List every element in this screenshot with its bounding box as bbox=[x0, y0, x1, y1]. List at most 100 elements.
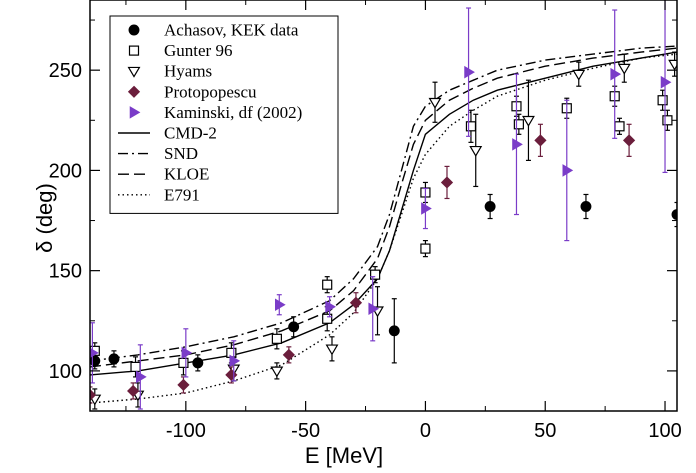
point-gunter-96 bbox=[420, 239, 431, 258]
marker-hyams bbox=[270, 366, 284, 378]
marker-gunter-96 bbox=[657, 95, 668, 106]
point-kaminski-df-2002 bbox=[421, 187, 432, 230]
point-protopopescu bbox=[177, 376, 190, 394]
legend-label: Gunter 96 bbox=[164, 41, 232, 60]
marker-gunter-96 bbox=[322, 279, 333, 290]
legend-item-kaminski-df-2002: Kaminski, df (2002) bbox=[129, 103, 302, 122]
point-achasov-kek-data bbox=[288, 316, 300, 338]
point-gunter-96 bbox=[465, 109, 477, 143]
marker-gunter-96 bbox=[370, 269, 381, 280]
marker-hyams bbox=[572, 69, 586, 81]
point-kaminski-df-2002 bbox=[181, 328, 193, 378]
plot-frame bbox=[89, 0, 678, 412]
legend-item-achasov-kek-data: Achasov, KEK data bbox=[128, 21, 299, 40]
x-tick-label: -50 bbox=[291, 420, 320, 442]
point-protopopescu bbox=[282, 346, 295, 364]
marker-kaminski-df-2002 bbox=[229, 354, 241, 368]
point-achasov-kek-data bbox=[484, 193, 496, 220]
marker-hyams bbox=[325, 344, 339, 356]
point-hyams bbox=[469, 113, 483, 188]
point-hyams bbox=[270, 362, 284, 380]
legend-item-cmd-2: CMD-2 bbox=[118, 124, 217, 143]
marker-protopopescu bbox=[177, 378, 190, 392]
marker-gunter-96 bbox=[614, 121, 625, 132]
marker-kaminski-df-2002 bbox=[181, 346, 193, 360]
point-kaminski-df-2002 bbox=[136, 344, 147, 410]
marker-kaminski-df-2002 bbox=[274, 298, 286, 312]
legend-item-e791: E791 bbox=[118, 185, 200, 204]
point-hyams bbox=[572, 61, 586, 87]
legend-item-kloe: KLOE bbox=[118, 165, 209, 184]
point-hyams bbox=[668, 51, 677, 77]
point-gunter-96 bbox=[370, 266, 381, 284]
legend-label: Hyams bbox=[164, 62, 212, 81]
point-gunter-96 bbox=[271, 328, 282, 350]
marker-gunter-96 bbox=[322, 313, 333, 324]
point-protopopescu bbox=[349, 292, 363, 314]
marker-gunter-96 bbox=[420, 243, 431, 254]
point-achasov-kek-data bbox=[192, 354, 204, 372]
point-kaminski-df-2002 bbox=[90, 322, 99, 384]
x-tick-label: 100 bbox=[648, 420, 681, 442]
point-kaminski-df-2002 bbox=[464, 7, 475, 137]
marker-gunter-96 bbox=[662, 115, 673, 126]
legend-label: CMD-2 bbox=[164, 124, 217, 143]
marker-gunter-96 bbox=[271, 333, 282, 344]
marker-protopopescu bbox=[90, 388, 97, 402]
marker-hyams bbox=[668, 59, 677, 71]
x-tick-label: 50 bbox=[534, 420, 556, 442]
marker-kaminski-df-2002 bbox=[562, 164, 574, 177]
point-protopopescu bbox=[440, 165, 454, 200]
marker-kaminski-df-2002 bbox=[90, 347, 99, 359]
marker-kaminski-df-2002 bbox=[464, 65, 475, 79]
point-kaminski-df-2002 bbox=[610, 9, 622, 139]
point-gunter-96 bbox=[662, 109, 673, 131]
point-kaminski-df-2002 bbox=[562, 99, 574, 242]
point-gunter-96 bbox=[657, 89, 668, 111]
y-tick-label: 100 bbox=[49, 361, 82, 383]
point-kaminski-df-2002 bbox=[229, 340, 241, 382]
marker-kaminski-df-2002 bbox=[368, 302, 380, 316]
legend-swatch bbox=[128, 45, 140, 56]
legend-box bbox=[109, 15, 339, 214]
y-tick-label: 150 bbox=[49, 261, 82, 283]
point-kaminski-df-2002 bbox=[325, 296, 336, 318]
legend-item-hyams: Hyams bbox=[127, 62, 212, 81]
legend-label: Kaminski, df (2002) bbox=[164, 103, 302, 122]
legend-item-snd: SND bbox=[118, 144, 198, 163]
point-protopopescu bbox=[127, 382, 140, 400]
marker-hyams bbox=[469, 145, 483, 157]
marker-protopopescu bbox=[534, 134, 547, 147]
point-achasov-kek-data bbox=[580, 193, 592, 220]
marker-protopopescu bbox=[127, 384, 140, 398]
marker-gunter-96 bbox=[130, 361, 141, 372]
marker-gunter-96 bbox=[465, 121, 477, 132]
point-gunter-96 bbox=[130, 356, 141, 378]
legend-label: Protopopescu bbox=[164, 82, 257, 101]
marker-kaminski-df-2002 bbox=[136, 370, 147, 384]
point-achasov-kek-data bbox=[108, 350, 120, 368]
marker-gunter-96 bbox=[178, 357, 189, 368]
marker-kaminski-df-2002 bbox=[512, 138, 523, 151]
point-protopopescu bbox=[534, 123, 547, 157]
marker-kaminski-df-2002 bbox=[610, 67, 622, 81]
x-tick-label: -100 bbox=[166, 420, 206, 442]
point-kaminski-df-2002 bbox=[274, 294, 286, 316]
marker-protopopescu bbox=[622, 134, 636, 147]
marker-protopopescu bbox=[349, 296, 363, 309]
marker-achasov-kek-data bbox=[108, 353, 120, 365]
marker-achasov-kek-data bbox=[388, 325, 400, 337]
legend-label: Achasov, KEK data bbox=[164, 21, 299, 40]
y-tick-label: 200 bbox=[49, 160, 82, 182]
point-kaminski-df-2002 bbox=[368, 276, 380, 342]
legend-label: KLOE bbox=[164, 165, 209, 184]
marker-achasov-kek-data bbox=[288, 321, 300, 333]
point-hyams bbox=[617, 53, 631, 83]
y-tick-label: 250 bbox=[49, 60, 82, 82]
legend-label: E791 bbox=[164, 185, 200, 204]
point-hyams bbox=[522, 79, 535, 161]
legend-item-protopopescu: Protopopescu bbox=[127, 82, 257, 101]
point-protopopescu bbox=[90, 386, 97, 404]
